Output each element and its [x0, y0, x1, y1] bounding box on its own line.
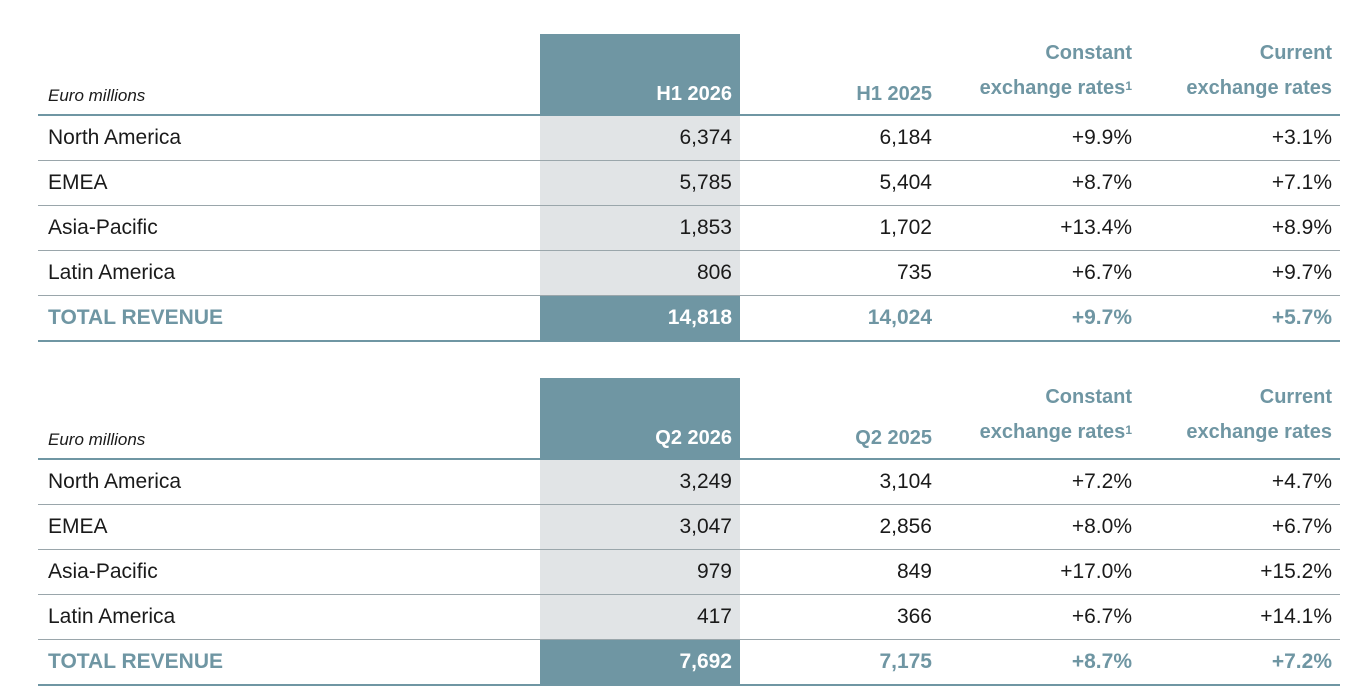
- current-value: 979: [696, 560, 732, 583]
- header-current-period: H1 2026: [656, 83, 732, 105]
- previous-value: 1,702: [879, 216, 932, 239]
- total-label: TOTAL REVENUE: [48, 650, 224, 673]
- table-row: Latin America 417 366 +6.7% +14.1%: [38, 595, 1340, 640]
- total-previous-value: 7,175: [879, 650, 932, 673]
- header-constant-exchange-rates: Constant exchange rates1: [980, 36, 1132, 106]
- region-label: EMEA: [48, 515, 108, 538]
- total-constant-rate-change: +8.7%: [1071, 650, 1132, 673]
- header-constant-line1: Constant: [1045, 42, 1132, 64]
- header-constant-line1: Constant: [1045, 386, 1132, 408]
- table-row: Asia-Pacific 1,853 1,702 +13.4% +8.9%: [38, 206, 1340, 251]
- header-current-exchange-rates: Current exchange rates: [1186, 380, 1332, 450]
- header-current-rates-line1: Current: [1259, 386, 1332, 408]
- constant-rate-change: +6.7%: [1071, 605, 1132, 628]
- table-row: EMEA 5,785 5,404 +8.7% +7.1%: [38, 161, 1340, 206]
- header-current-rates-line1: Current: [1259, 42, 1332, 64]
- constant-rate-change: +17.0%: [1060, 560, 1132, 583]
- constant-rate-change: +8.0%: [1071, 515, 1132, 538]
- current-value: 417: [696, 605, 732, 628]
- region-label: Asia-Pacific: [48, 560, 158, 583]
- total-current-value: 14,818: [667, 306, 732, 329]
- footnote-marker: 1: [1125, 79, 1132, 93]
- previous-value: 5,404: [879, 171, 932, 194]
- total-row: TOTAL REVENUE 7,692 7,175 +8.7% +7.2%: [38, 640, 1340, 686]
- region-label: Latin America: [48, 261, 176, 284]
- total-current-value: 7,692: [679, 650, 732, 673]
- previous-value: 366: [896, 605, 932, 628]
- total-current-rate-change: +7.2%: [1271, 650, 1332, 673]
- unit-label: Euro millions: [48, 430, 146, 449]
- constant-rate-change: +13.4%: [1060, 216, 1132, 239]
- previous-value: 2,856: [879, 515, 932, 538]
- header-previous-period: H1 2025: [856, 83, 932, 105]
- current-value: 6,374: [679, 126, 732, 149]
- table-row: Latin America 806 735 +6.7% +9.7%: [38, 251, 1340, 296]
- table-row: Asia-Pacific 979 849 +17.0% +15.2%: [38, 550, 1340, 595]
- current-value: 3,249: [679, 470, 732, 493]
- highlight-column-header: [540, 378, 740, 458]
- region-label: North America: [48, 126, 182, 149]
- current-value: 3,047: [679, 515, 732, 538]
- header-constant-exchange-rates: Constant exchange rates1: [980, 380, 1132, 450]
- total-row: TOTAL REVENUE 14,818 14,024 +9.7% +5.7%: [38, 296, 1340, 342]
- total-previous-value: 14,024: [867, 306, 932, 329]
- previous-value: 3,104: [879, 470, 932, 493]
- table-header: Euro millions Q2 2026 Q2 2025 Constant e…: [38, 378, 1340, 460]
- current-rate-change: +7.1%: [1271, 171, 1332, 194]
- current-rate-change: +3.1%: [1271, 126, 1332, 149]
- current-rate-change: +8.9%: [1271, 216, 1332, 239]
- total-current-rate-change: +5.7%: [1271, 306, 1332, 329]
- constant-rate-change: +8.7%: [1071, 171, 1132, 194]
- header-constant-line2: exchange rates: [979, 421, 1126, 443]
- region-label: Asia-Pacific: [48, 216, 158, 239]
- header-previous-period: Q2 2025: [855, 427, 932, 449]
- current-value: 1,853: [679, 216, 732, 239]
- previous-value: 849: [896, 560, 932, 583]
- current-rate-change: +15.2%: [1260, 560, 1332, 583]
- header-constant-line2: exchange rates: [979, 77, 1126, 99]
- table-row: EMEA 3,047 2,856 +8.0% +6.7%: [38, 505, 1340, 550]
- constant-rate-change: +6.7%: [1071, 261, 1132, 284]
- current-rate-change: +9.7%: [1271, 261, 1332, 284]
- current-value: 5,785: [679, 171, 732, 194]
- total-label: TOTAL REVENUE: [48, 306, 224, 329]
- constant-rate-change: +9.9%: [1071, 126, 1132, 149]
- region-label: North America: [48, 470, 182, 493]
- previous-value: 735: [896, 261, 932, 284]
- current-rate-change: +14.1%: [1260, 605, 1332, 628]
- region-label: Latin America: [48, 605, 176, 628]
- header-current-rates-line2: exchange rates: [1186, 421, 1332, 443]
- unit-label: Euro millions: [48, 86, 146, 105]
- current-rate-change: +6.7%: [1271, 515, 1332, 538]
- footnote-marker: 1: [1125, 423, 1132, 437]
- table-row: North America 3,249 3,104 +7.2% +4.7%: [38, 460, 1340, 505]
- header-current-period: Q2 2026: [655, 427, 732, 449]
- total-constant-rate-change: +9.7%: [1071, 306, 1132, 329]
- table-header: Euro millions H1 2026 H1 2025 Constant e…: [38, 34, 1340, 116]
- previous-value: 6,184: [879, 126, 932, 149]
- current-rate-change: +4.7%: [1271, 470, 1332, 493]
- revenue-table-q2: Euro millions Q2 2026 Q2 2025 Constant e…: [38, 378, 1340, 686]
- header-current-exchange-rates: Current exchange rates: [1186, 36, 1332, 106]
- region-label: EMEA: [48, 171, 108, 194]
- highlight-column-header: [540, 34, 740, 114]
- current-value: 806: [696, 261, 732, 284]
- constant-rate-change: +7.2%: [1071, 470, 1132, 493]
- header-current-rates-line2: exchange rates: [1186, 77, 1332, 99]
- revenue-table-h1: Euro millions H1 2026 H1 2025 Constant e…: [38, 34, 1340, 342]
- table-row: North America 6,374 6,184 +9.9% +3.1%: [38, 116, 1340, 161]
